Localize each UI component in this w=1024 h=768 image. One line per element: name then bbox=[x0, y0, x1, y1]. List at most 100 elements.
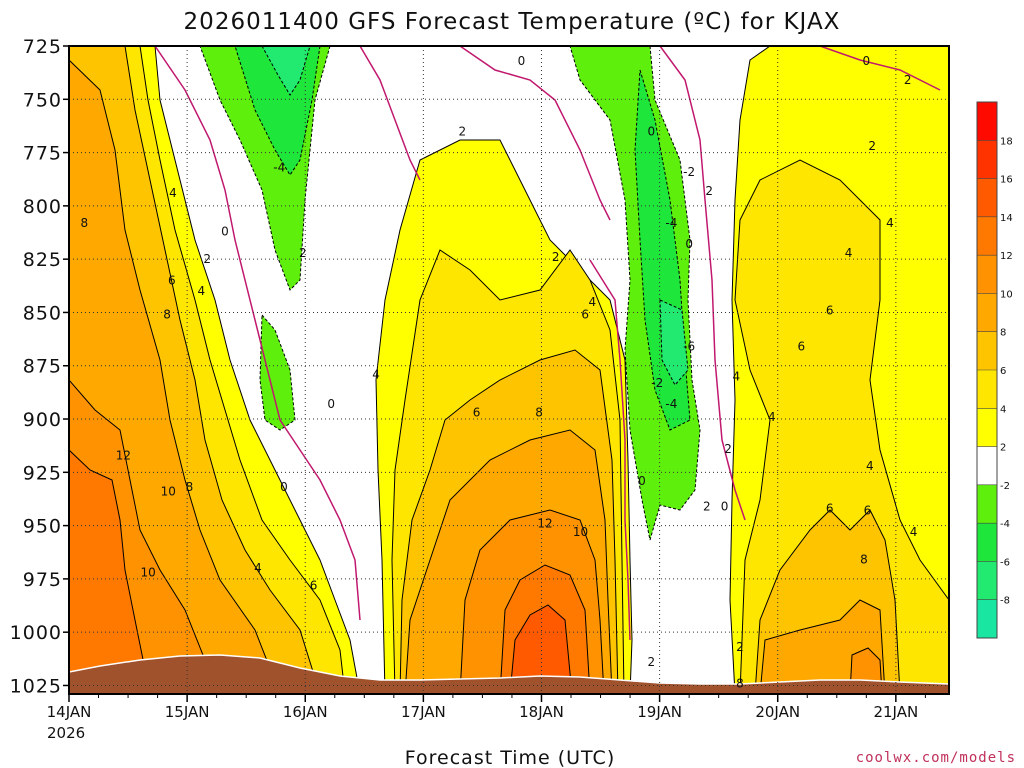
colorbar-segment bbox=[977, 331, 997, 370]
colorbar-tick-label: 4 bbox=[1000, 404, 1006, 415]
contour-label: 2 bbox=[703, 499, 711, 513]
y-tick-label: 900 bbox=[23, 409, 62, 431]
contour-label: 6 bbox=[581, 308, 589, 322]
contour-label: 0 bbox=[221, 224, 229, 238]
colorbar-tick-label: 2 bbox=[1000, 443, 1006, 454]
colorbar-segment bbox=[977, 523, 997, 562]
y-tick-label: 925 bbox=[23, 462, 62, 484]
colorbar-tick-label: -2 bbox=[1000, 481, 1010, 492]
contour-label: -2 bbox=[683, 165, 695, 179]
contour-label: -6 bbox=[683, 340, 695, 354]
colorbar-tick-label: 6 bbox=[1000, 366, 1006, 377]
colorbar-tick-label: 16 bbox=[1000, 175, 1013, 186]
zero-contour-5 bbox=[589, 259, 631, 641]
contour-label: 6 bbox=[473, 406, 481, 420]
contour-label: 4 bbox=[866, 459, 874, 473]
warm-region-central-14 bbox=[509, 604, 573, 694]
y-tick-label: 800 bbox=[23, 196, 62, 218]
colorbar-tick-label: -6 bbox=[1000, 557, 1010, 568]
plot-frame bbox=[68, 45, 950, 695]
y-tick-label: 950 bbox=[23, 516, 62, 538]
contour-label: 2 bbox=[724, 442, 732, 456]
cold-region-north-b bbox=[259, 313, 296, 431]
colorbar-segment bbox=[977, 102, 997, 141]
contour-label: 4 bbox=[588, 295, 596, 309]
contour-label: 6 bbox=[864, 504, 872, 518]
contour-label: 4 bbox=[372, 367, 380, 381]
zero-contour-4 bbox=[659, 46, 746, 521]
contour-label: -4 bbox=[273, 161, 285, 175]
y-tick-label: 975 bbox=[23, 569, 62, 591]
contour-label: 2 bbox=[203, 252, 211, 266]
x-axis: 14JAN 15JAN 16JAN 17JAN 18JAN 19JAN 20JAN 21JAN bbox=[47, 694, 926, 721]
colorbar-segment bbox=[977, 293, 997, 332]
cold-region-north-c-core bbox=[659, 299, 689, 386]
colorbar-segment bbox=[977, 255, 997, 294]
contour-label: 6 bbox=[168, 273, 176, 287]
colorbar-tick-label: -4 bbox=[1000, 519, 1010, 530]
contour-label: 2 bbox=[552, 250, 560, 264]
contour-label: 0 bbox=[638, 474, 646, 488]
contour-label: 8 bbox=[736, 676, 744, 690]
contour-label: 8 bbox=[860, 553, 868, 567]
chart-title: 2026011400 GFS Forecast Temperature (ºC)… bbox=[184, 9, 841, 35]
warm-region-west-12 bbox=[69, 449, 151, 694]
contour-label: 2 bbox=[459, 124, 467, 138]
x-tick-label: 20JAN bbox=[755, 703, 800, 721]
cold-temperature-fields bbox=[199, 46, 701, 541]
shaded-temperature-fields bbox=[69, 46, 949, 694]
y-tick-label: 1025 bbox=[10, 675, 62, 697]
x-tick-label: 16JAN bbox=[283, 703, 328, 721]
contour-label: 2 bbox=[904, 73, 912, 87]
colorbar-segment bbox=[977, 140, 997, 179]
colorbar-segment bbox=[977, 484, 997, 524]
contour-label: 2 bbox=[648, 655, 656, 669]
x-axis-year-label: 2026 bbox=[47, 724, 85, 742]
contour-label: 0 bbox=[648, 124, 656, 138]
y-tick-label: 725 bbox=[23, 36, 62, 58]
contour-label: 6 bbox=[826, 303, 834, 317]
colorbar-tick-label: 12 bbox=[1000, 251, 1013, 262]
contour-label: 4 bbox=[886, 216, 894, 230]
colorbar-tick-label: 10 bbox=[1000, 289, 1013, 300]
x-tick-label: 15JAN bbox=[165, 703, 210, 721]
colorbar-tick-label: -8 bbox=[1000, 596, 1010, 607]
colorbar-tick-label: 14 bbox=[1000, 213, 1013, 224]
zero-degree-contours bbox=[154, 46, 941, 641]
credit-text: coolwx.com/models bbox=[856, 750, 1016, 766]
colorbar-segment bbox=[977, 561, 997, 600]
zero-contour-6 bbox=[819, 46, 941, 91]
zero-contour-2 bbox=[359, 46, 421, 181]
contour-label: 8 bbox=[186, 480, 194, 494]
contour-label: 0 bbox=[327, 397, 335, 411]
y-axis: 725 750 775 800 825 850 875 900 925 950 975 1000 102… bbox=[10, 36, 69, 697]
contour-label: 0 bbox=[721, 499, 729, 513]
x-tick-label: 18JAN bbox=[519, 703, 564, 721]
contour-label: 8 bbox=[81, 216, 89, 230]
contour-label: 4 bbox=[733, 369, 741, 383]
contour-label: 4 bbox=[910, 525, 918, 539]
contour-label: 4 bbox=[845, 246, 853, 260]
contour-label: 4 bbox=[254, 561, 262, 575]
x-axis-title: Forecast Time (UTC) bbox=[405, 747, 615, 768]
y-tick-label: 750 bbox=[23, 89, 62, 111]
colorbar-segment bbox=[977, 216, 997, 256]
contour-label: 10 bbox=[161, 485, 176, 499]
x-tick-label: 19JAN bbox=[637, 703, 682, 721]
colorbar: -8 -6 -4 -2 2 4 6 8 10 12 14 16 18 bbox=[976, 101, 1013, 639]
x-tick-label: 21JAN bbox=[873, 703, 918, 721]
x-tick-label: 14JAN bbox=[47, 703, 92, 721]
y-tick-label: 850 bbox=[23, 302, 62, 324]
contour-label: 6 bbox=[310, 578, 318, 592]
contour-label: 2 bbox=[868, 139, 876, 153]
colorbar-segment bbox=[977, 446, 997, 485]
contour-label: 12 bbox=[116, 448, 131, 462]
zero-contour-3 bbox=[459, 46, 611, 221]
colorbar-segment bbox=[977, 178, 997, 217]
y-tick-label: 875 bbox=[23, 356, 62, 378]
contour-label: 12 bbox=[537, 516, 552, 530]
contour-label: -4 bbox=[665, 397, 677, 411]
